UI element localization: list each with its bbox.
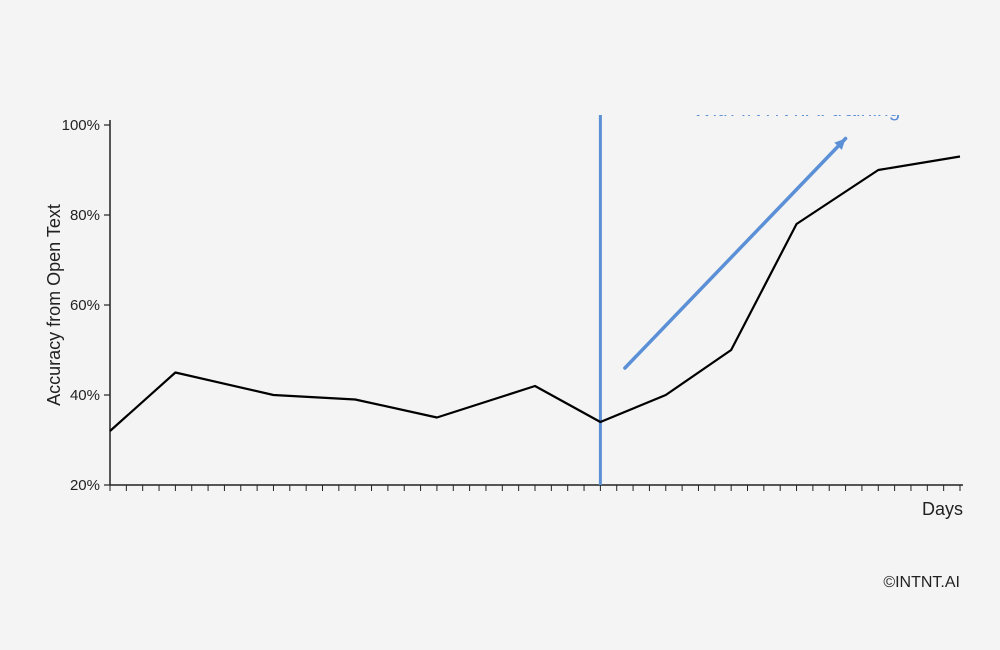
- data-line: [110, 157, 960, 432]
- x-axis-title: Days: [922, 499, 963, 519]
- y-tick-label: 80%: [70, 207, 100, 224]
- y-axis-title: Accuracy from Open Text: [44, 204, 64, 406]
- y-tick-label: 20%: [70, 477, 100, 494]
- y-tick-label: 60%: [70, 297, 100, 314]
- y-tick-label: 40%: [70, 387, 100, 404]
- chart-svg: 20% 40% 60% 80% 100% Accuracy from Open Text D…: [35, 115, 965, 550]
- annotation-with: With INTNT.AI training: [693, 115, 901, 121]
- annotation-before: Before INTNT: [323, 115, 453, 117]
- accuracy-chart: 20% 40% 60% 80% 100% Accuracy from Open Text D…: [35, 115, 965, 550]
- trend-arrow-shaft: [625, 139, 846, 369]
- copyright-text: ©INTNT.AI: [883, 574, 960, 592]
- y-tick-label: 100%: [62, 117, 100, 134]
